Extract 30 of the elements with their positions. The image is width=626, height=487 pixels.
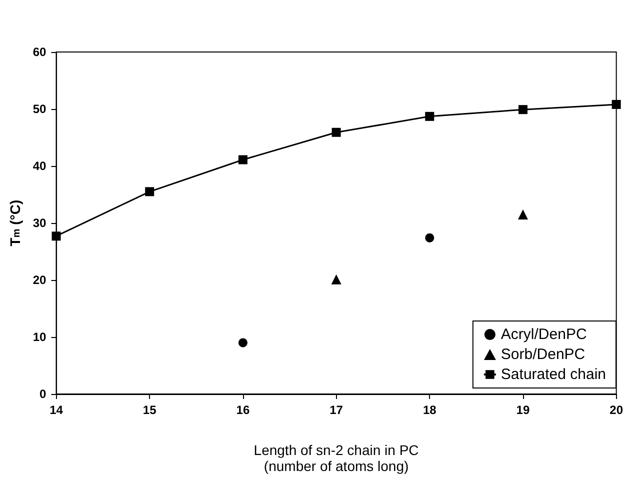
point: [425, 233, 434, 242]
point: [518, 105, 528, 114]
point: [331, 274, 342, 284]
x-tick-label: 17: [330, 403, 344, 417]
point: [425, 112, 434, 121]
y-tick-label: 0: [40, 387, 47, 401]
x-tick-label: 16: [236, 403, 250, 417]
legend-label: Sorb/DenPC: [500, 346, 586, 363]
x-axis-title: Length of sn-2 chain in PC (number of atoms long): [254, 442, 419, 474]
y-tick-label: 50: [32, 102, 47, 116]
point: [52, 232, 61, 241]
point: [612, 100, 621, 109]
point: [518, 209, 528, 220]
point: [145, 187, 154, 196]
y-axis-title: Tm (°C): [7, 200, 23, 246]
x-tick-label: 14: [50, 403, 64, 417]
legend-label: Acryl/DenPC: [500, 326, 587, 343]
legend-label: Saturated chain: [500, 366, 606, 383]
point: [332, 128, 341, 137]
point: [238, 155, 248, 164]
x-tick-label: 15: [142, 403, 157, 417]
x-tick-label: 19: [516, 403, 530, 417]
point: [238, 338, 248, 348]
x-tick-label: 20: [610, 403, 624, 417]
y-tick-label: 20: [32, 273, 47, 287]
x-tick-label: 18: [422, 403, 437, 417]
y-tick-label: 40: [32, 159, 47, 173]
y-tick-label: 30: [32, 216, 47, 230]
y-tick-label: 10: [32, 330, 47, 344]
y-tick-label: 60: [32, 45, 47, 59]
